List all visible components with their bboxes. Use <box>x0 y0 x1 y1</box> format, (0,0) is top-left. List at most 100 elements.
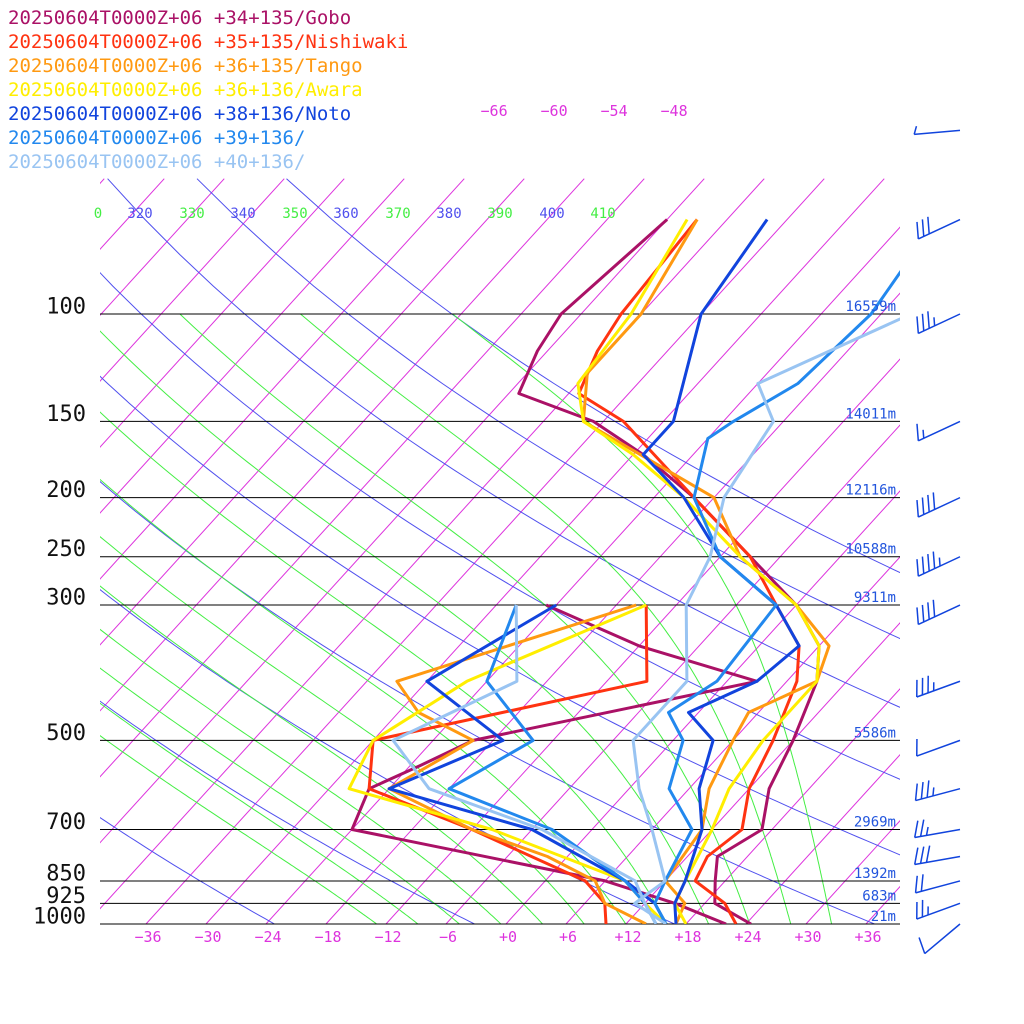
isotherm <box>445 424 900 924</box>
dewpoint-line-6 <box>391 604 658 924</box>
height-label: 1392m <box>854 866 896 882</box>
wind-barb <box>913 845 961 866</box>
isotherm <box>385 358 900 924</box>
temperature-tick: −6 <box>439 928 457 946</box>
dry-adiabat <box>100 588 676 924</box>
theta-label: 0 <box>94 206 102 222</box>
theta-label: 390 <box>487 206 512 222</box>
pressure-label-250: 250 <box>46 537 86 562</box>
isotherm <box>100 178 765 910</box>
moist-adiabat <box>100 330 710 924</box>
moist-adiabat <box>100 628 502 924</box>
temperature-line-3 <box>576 218 821 924</box>
legend-entry-4: 20250604T0000Z+06 +38+136/Noto <box>8 103 351 125</box>
pressure-label-200: 200 <box>46 478 86 503</box>
legend-entry-5: 20250604T0000Z+06 +39+136/ <box>8 127 305 149</box>
pressure-label-100: 100 <box>46 295 86 320</box>
wind-barb <box>916 492 961 518</box>
pressure-label-700: 700 <box>46 810 86 835</box>
upper-temperature-tick: −48 <box>661 102 688 120</box>
isotherm <box>205 178 885 924</box>
temperature-tick: −12 <box>374 928 401 946</box>
legend-entry-2: 20250604T0000Z+06 +36+135/Tango <box>8 55 363 77</box>
height-label: 16559m <box>845 299 896 315</box>
isotherm <box>926 179 1024 924</box>
isotherm <box>100 178 705 844</box>
moist-adiabat <box>100 667 461 924</box>
temperature-tick: +6 <box>559 928 577 946</box>
height-label: 12116m <box>845 483 896 499</box>
isotherm <box>745 754 900 924</box>
isotherm <box>145 178 825 924</box>
upper-temperature-tick: −60 <box>541 102 568 120</box>
wind-barb <box>916 739 961 757</box>
temperature-tick: +12 <box>614 928 641 946</box>
wind-barbs <box>913 125 961 955</box>
pressure-label-925: 925 <box>46 884 86 909</box>
dry-adiabat <box>100 271 900 780</box>
wind-barb <box>916 599 961 626</box>
temperature-tick: +36 <box>854 928 881 946</box>
wind-barb <box>916 675 961 698</box>
wind-barb <box>918 923 961 955</box>
wind-barb <box>914 780 961 802</box>
wind-barb <box>914 874 961 894</box>
legend-entry-6: 20250604T0000Z+06 +40+136/ <box>8 151 305 173</box>
temperature-line-0 <box>517 218 821 924</box>
pressure-label-1000: 1000 <box>33 905 86 930</box>
height-label: 21m <box>871 909 896 925</box>
isotherm <box>100 178 225 316</box>
isotherm <box>100 178 645 778</box>
dewpoint-line-4 <box>387 603 668 924</box>
height-label: 2969m <box>854 815 896 831</box>
dewpoint-line-2 <box>387 603 647 924</box>
height-label: 683m <box>862 888 896 904</box>
isotherm <box>100 178 285 382</box>
theta-label: 340 <box>230 206 255 222</box>
theta-label: 360 <box>333 206 358 222</box>
background-grid <box>0 178 1024 924</box>
upper-temperature-tick: −54 <box>601 102 628 120</box>
wind-barb <box>913 819 961 839</box>
isotherm <box>625 622 900 924</box>
moist-adiabat <box>100 585 544 924</box>
temperature-tick: −18 <box>314 928 341 946</box>
pressure-label-850: 850 <box>46 861 86 886</box>
isotherm <box>100 178 465 580</box>
temperature-tick: +18 <box>674 928 701 946</box>
legend: 20250604T0000Z+06 +34+135/Gobo 20250604T0… <box>8 7 408 173</box>
isotherm <box>685 688 900 924</box>
theta-label: 410 <box>590 206 615 222</box>
theta-label: 330 <box>179 206 204 222</box>
temperature-tick: −24 <box>254 928 281 946</box>
dry-adiabat <box>107 178 900 708</box>
isotherm <box>325 292 900 924</box>
sounding-profiles <box>347 218 900 924</box>
isotherm <box>0 179 44 924</box>
isotherm <box>565 556 900 924</box>
moist-adiabat <box>300 313 792 924</box>
upper-temperature-tick: −66 <box>481 102 508 120</box>
isobars <box>100 313 900 925</box>
wind-barb <box>916 311 961 335</box>
dry-adiabat <box>286 178 900 574</box>
theta-label: 320 <box>127 206 152 222</box>
legend-entry-0: 20250604T0000Z+06 +34+135/Gobo <box>8 7 351 29</box>
dry-adiabat <box>100 480 876 924</box>
isotherm <box>805 819 900 924</box>
moist-adiabat <box>100 702 419 924</box>
legend-entry-3: 20250604T0000Z+06 +36+136/Awara <box>8 79 363 101</box>
isotherm <box>100 178 345 448</box>
temperature-tick: −30 <box>194 928 221 946</box>
pressure-label-500: 500 <box>46 721 86 746</box>
theta-label: 350 <box>282 206 307 222</box>
temperature-tick: +24 <box>734 928 761 946</box>
wind-barb <box>916 899 961 920</box>
isotherm <box>100 178 585 712</box>
temperature-line-6 <box>631 317 900 924</box>
temperature-tick: +30 <box>794 928 821 946</box>
isotherm <box>100 178 525 646</box>
temperature-tick: −36 <box>134 928 161 946</box>
wind-barb <box>916 420 961 442</box>
